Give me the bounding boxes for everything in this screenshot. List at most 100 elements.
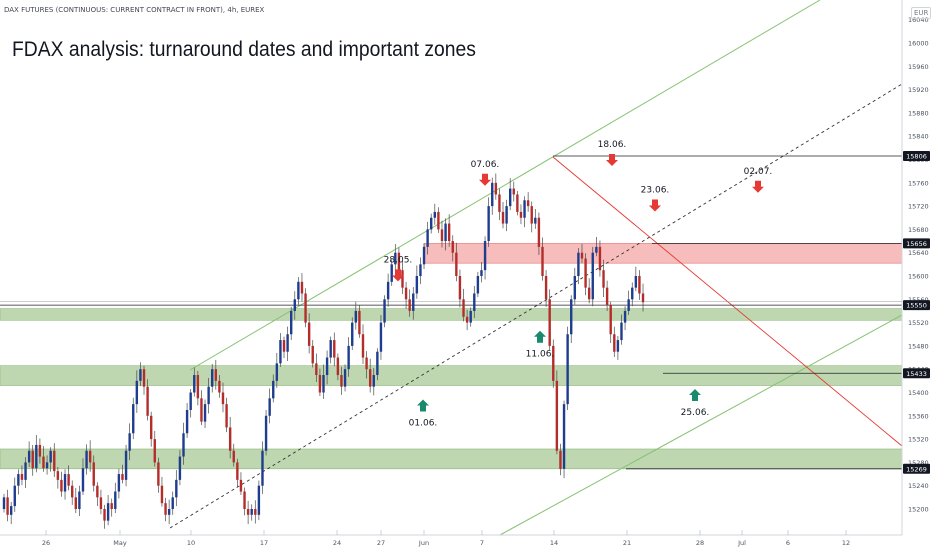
candle [347,337,350,377]
channel-mid-line [169,83,903,529]
candle [559,443,562,476]
price-tag-bg [903,300,930,311]
candle [498,188,501,221]
candle [401,260,404,295]
candle-body [437,211,440,230]
candle [555,370,559,455]
candle [491,177,494,215]
candle [397,247,401,274]
candle [584,253,587,296]
candle [71,480,74,505]
candle [42,446,45,472]
candle [6,489,9,522]
candle-body [473,293,476,311]
candle-body [114,491,117,509]
candle [275,352,279,388]
candle [99,489,103,515]
zone-green [0,365,903,386]
candle-body [92,462,95,486]
x-tick-label: Jul [737,539,746,547]
candle-body [336,357,340,376]
candle [404,281,408,309]
candle-body [469,310,472,323]
candle-body [361,334,365,358]
candle [487,197,490,247]
candle-body [609,305,612,335]
candle [577,248,580,285]
candle [634,266,638,292]
candle-body [426,229,429,247]
currency-label[interactable]: EUR [911,7,932,19]
candle-body [451,241,454,253]
candle [200,390,203,426]
candle-body [325,357,329,376]
candle-body [236,462,239,480]
up-arrow-icon [689,388,701,401]
y-tick-label: 16040 [908,16,929,24]
candle-body [343,369,347,387]
candle-body [480,270,483,276]
candle-body [63,474,67,492]
candle [261,441,264,494]
candle [541,237,544,281]
candle [31,444,34,476]
candle-body [541,246,544,276]
candle-body [56,471,60,480]
candle [570,295,573,343]
candle-body [88,450,92,463]
candle [386,273,390,307]
candle [354,301,358,330]
candle [322,364,325,399]
y-tick-label: 15320 [908,436,929,444]
candle-body [516,194,519,212]
candle [254,500,257,524]
candle-body [408,299,411,311]
candle [96,482,99,507]
price-tag-15269: 15269 [903,463,930,474]
y-tick-label: 15400 [908,389,929,397]
candle-body [96,485,99,498]
candle-body [638,276,641,294]
candle [103,504,106,529]
candle [412,287,415,320]
candle-body [60,479,63,492]
candle-body [354,310,358,323]
candle-body [243,491,246,509]
price-tag-bg [903,368,930,379]
candle-body [358,310,361,335]
candle [304,288,307,328]
candle-body [49,450,52,463]
candle [641,283,645,312]
candle-body [501,211,505,224]
candle [433,203,436,225]
candle-body [153,439,156,463]
price-tag-15550: 15550 [903,300,930,311]
candle-body [580,252,584,259]
candle-body [232,450,235,463]
candle-body [300,281,304,294]
price-tag-label: 15269 [906,465,927,473]
down-arrow-icon [392,269,404,282]
candle [447,214,451,247]
candle [228,416,232,459]
candle-body [139,369,142,381]
candle-body [462,299,465,317]
candle-body [602,270,605,288]
candle-body [99,497,103,509]
x-tick-label: 6 [786,539,790,547]
candle-body [297,281,300,300]
candle-body [218,380,221,393]
candle-body [250,509,253,515]
price-axis-bg [902,0,932,550]
candle [164,497,167,522]
candle [307,313,311,354]
candle-body [577,252,580,276]
candle-body [228,427,232,451]
y-tick-label: 15520 [908,319,929,327]
chart-title: FDAX analysis: turnaround dates and impo… [12,38,476,61]
candle-body [196,375,200,399]
candle [67,465,70,491]
candle [121,464,124,484]
candle [372,368,375,396]
